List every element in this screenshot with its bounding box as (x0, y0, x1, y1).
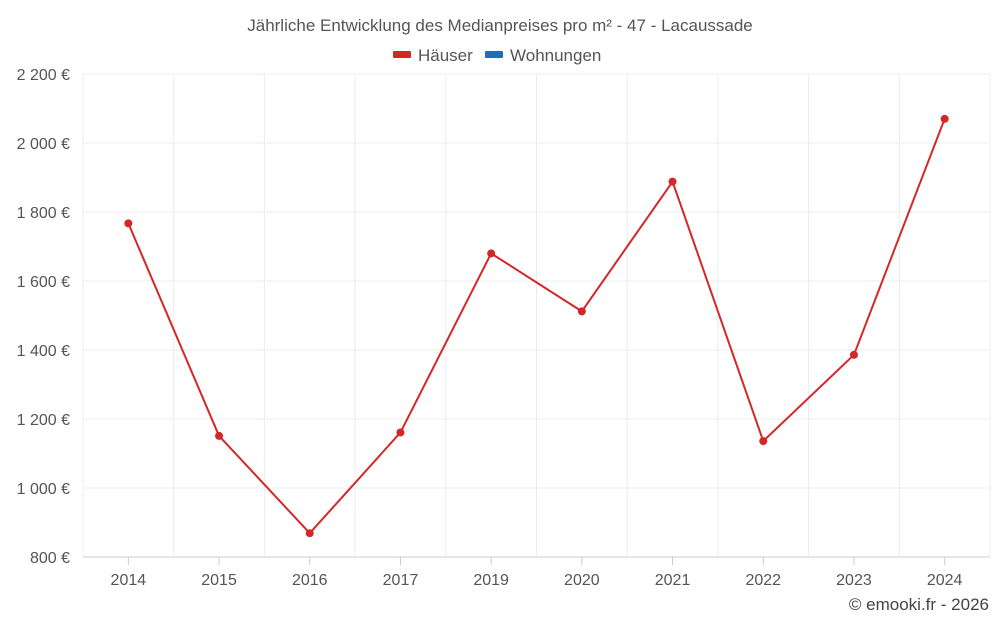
x-tick-label: 2024 (927, 572, 963, 589)
legend-item-haeuser[interactable]: Häuser (393, 46, 473, 65)
legend-label-haeuser: Häuser (418, 46, 473, 65)
series-line-0 (127, 118, 946, 535)
y-tick-label: 1 200 € (17, 412, 70, 429)
grid (82, 73, 991, 558)
data-point[interactable] (215, 431, 224, 440)
y-tick-label: 1 600 € (17, 274, 70, 291)
x-tick-label: 2015 (201, 572, 237, 589)
x-tick-label: 2022 (745, 572, 781, 589)
y-tick-label: 2 000 € (17, 136, 70, 153)
y-tick-label: 800 € (30, 550, 70, 567)
x-tick-label: 2023 (836, 572, 872, 589)
y-tick-label: 1 000 € (17, 481, 70, 498)
data-point[interactable] (759, 437, 768, 446)
data-point[interactable] (849, 350, 858, 359)
chart-title: Jährliche Entwicklung des Medianpreises … (247, 16, 753, 35)
data-point[interactable] (396, 428, 405, 437)
legend-item-wohnungen[interactable]: Wohnungen (485, 46, 601, 65)
x-axis: 2014 2015 2016 2017 2019 2020 2021 2022 2023 2024 (111, 557, 963, 589)
y-tick-label: 1 400 € (17, 343, 70, 360)
series-layer (124, 114, 949, 538)
legend-swatch-haeuser (393, 51, 411, 58)
legend: Häuser Wohnungen (393, 46, 601, 65)
data-point[interactable] (577, 307, 586, 316)
x-tick-label: 2020 (564, 572, 600, 589)
legend-label-wohnungen: Wohnungen (510, 46, 601, 65)
legend-swatch-wohnungen (485, 51, 503, 58)
data-point[interactable] (487, 249, 496, 258)
y-axis: 800 € 1 000 € 1 200 € 1 400 € 1 600 € 1 800 €… (17, 67, 70, 567)
data-point[interactable] (940, 114, 949, 123)
y-tick-label: 1 800 € (17, 205, 70, 222)
data-point[interactable] (124, 219, 133, 228)
x-tick-label: 2021 (655, 572, 691, 589)
x-tick-label: 2017 (383, 572, 419, 589)
y-tick-label: 2 200 € (17, 67, 70, 84)
credit-text: © emooki.fr - 2026 (849, 595, 989, 614)
x-tick-label: 2019 (473, 572, 509, 589)
x-tick-label: 2016 (292, 572, 328, 589)
data-point[interactable] (305, 529, 314, 538)
x-tick-label: 2014 (111, 572, 147, 589)
data-point[interactable] (668, 177, 677, 186)
